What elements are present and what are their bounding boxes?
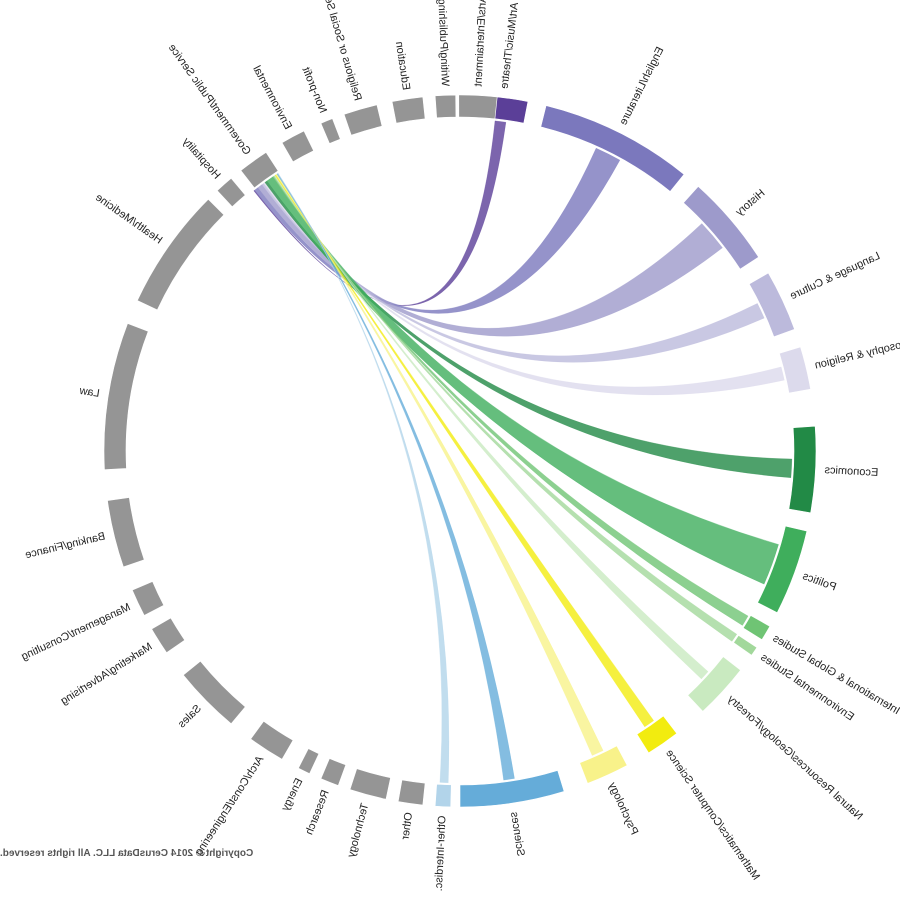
label-other-interdisc: Other-Interdisc. [433, 815, 449, 891]
label-technology: Technology [345, 802, 371, 859]
segment-history[interactable] [683, 186, 759, 270]
segment-language-culture[interactable] [748, 272, 795, 338]
segment-mathematics-computer-science[interactable] [636, 715, 678, 754]
label-mathematics-computer-science: Mathematics/Computer Science [663, 747, 762, 882]
segment-research[interactable] [320, 758, 347, 786]
label-education: Education [393, 41, 412, 91]
segment-health-medicine[interactable] [136, 198, 225, 311]
segment-banking-finance[interactable] [107, 497, 145, 568]
segment-economics[interactable] [788, 425, 817, 514]
label-language-culture: Language & Culture [788, 250, 882, 302]
segment-writing-publishing[interactable] [434, 94, 457, 119]
label-health-medicine: Health/Medicine [93, 191, 164, 246]
label-history: History [733, 187, 767, 219]
ribbon-to-history[interactable] [257, 184, 723, 337]
label-psychology: Psychology [606, 780, 640, 837]
segment-natural-resources-geology-forestry[interactable] [687, 656, 741, 712]
segment-environmental[interactable] [281, 130, 314, 163]
ribbon-to-psychology[interactable] [275, 173, 604, 756]
ribbon-to-politics[interactable] [266, 176, 779, 585]
segment-arts-entertainment[interactable] [458, 94, 498, 120]
label-environmental: Environmental [250, 64, 294, 132]
label-management-consulting: Management/Consulting [19, 601, 132, 663]
label-banking-finance: Banking/Finance [24, 530, 106, 561]
ribbon-to-international-global-studies[interactable] [272, 175, 749, 626]
label-religious-or-social-service: Religious or Social Service [315, 0, 363, 102]
label-other: Other [399, 812, 415, 841]
segment-other[interactable] [397, 779, 426, 806]
label-english-literature: English/Literature [617, 45, 666, 127]
segment-english-literature[interactable] [540, 105, 685, 192]
segment-education[interactable] [391, 96, 426, 124]
label-philosophy-religion: Philosophy & Religion [814, 335, 900, 372]
segment-non-profit[interactable] [320, 118, 341, 144]
label-economics: Economics [824, 464, 879, 479]
ribbon-to-other-interdisc[interactable] [277, 172, 450, 783]
ribbon-to-natural-resources-geology-forestry[interactable] [274, 175, 709, 680]
segment-hospitality[interactable] [216, 177, 246, 208]
segment-religious-or-social-service[interactable] [343, 104, 383, 136]
segment-international-global-studies[interactable] [742, 615, 771, 641]
label-arts-entertainment: Arts/Entertainment [472, 0, 489, 87]
segment-arch-const-engineering[interactable] [250, 720, 294, 760]
segment-psychology[interactable] [579, 745, 628, 784]
segment-layer [103, 94, 817, 808]
ribbon-to-environmental-studies[interactable] [273, 175, 738, 642]
ribbon-to-sciences[interactable] [276, 173, 515, 781]
segment-politics[interactable] [757, 525, 808, 614]
label-non-profit: Non-profit [300, 66, 329, 115]
label-law: Law [79, 385, 101, 400]
label-marketing-advertising: Marketing/Advertising [59, 641, 155, 708]
label-hospitality: Hospitality [180, 135, 223, 181]
label-research: Research [303, 788, 331, 836]
segment-management-consulting[interactable] [131, 581, 165, 616]
segment-sales[interactable] [182, 660, 246, 725]
label-politics: Politics [800, 570, 837, 593]
label-sales: Sales [175, 703, 203, 731]
ribbon-layer [253, 120, 793, 783]
ribbon-to-mathematics-computer-science[interactable] [274, 174, 655, 728]
segment-government-public-service[interactable] [240, 152, 279, 189]
copyright-notice: Copyright © 2014 CerusData LLC. All righ… [0, 848, 254, 859]
label-arch-const-engineering: Arch/Const/Engineering [193, 754, 266, 858]
segment-law[interactable] [103, 323, 149, 470]
label-art-music-theatre: Art/Music/Theatre [499, 2, 521, 90]
segment-environmental-studies[interactable] [733, 634, 758, 656]
label-writing-publishing: Writing/Publishing [435, 0, 451, 87]
label-government-public-service: Government/Public Service [166, 42, 253, 157]
segment-sciences[interactable] [459, 770, 565, 808]
label-energy: Energy [279, 776, 305, 813]
label-sciences: Sciences [508, 811, 527, 857]
segment-energy[interactable] [297, 748, 320, 775]
segment-marketing-advertising[interactable] [151, 617, 186, 654]
segment-other-interdisc[interactable] [434, 783, 452, 808]
segment-philosophy-religion[interactable] [779, 346, 811, 394]
segment-technology[interactable] [349, 768, 391, 800]
